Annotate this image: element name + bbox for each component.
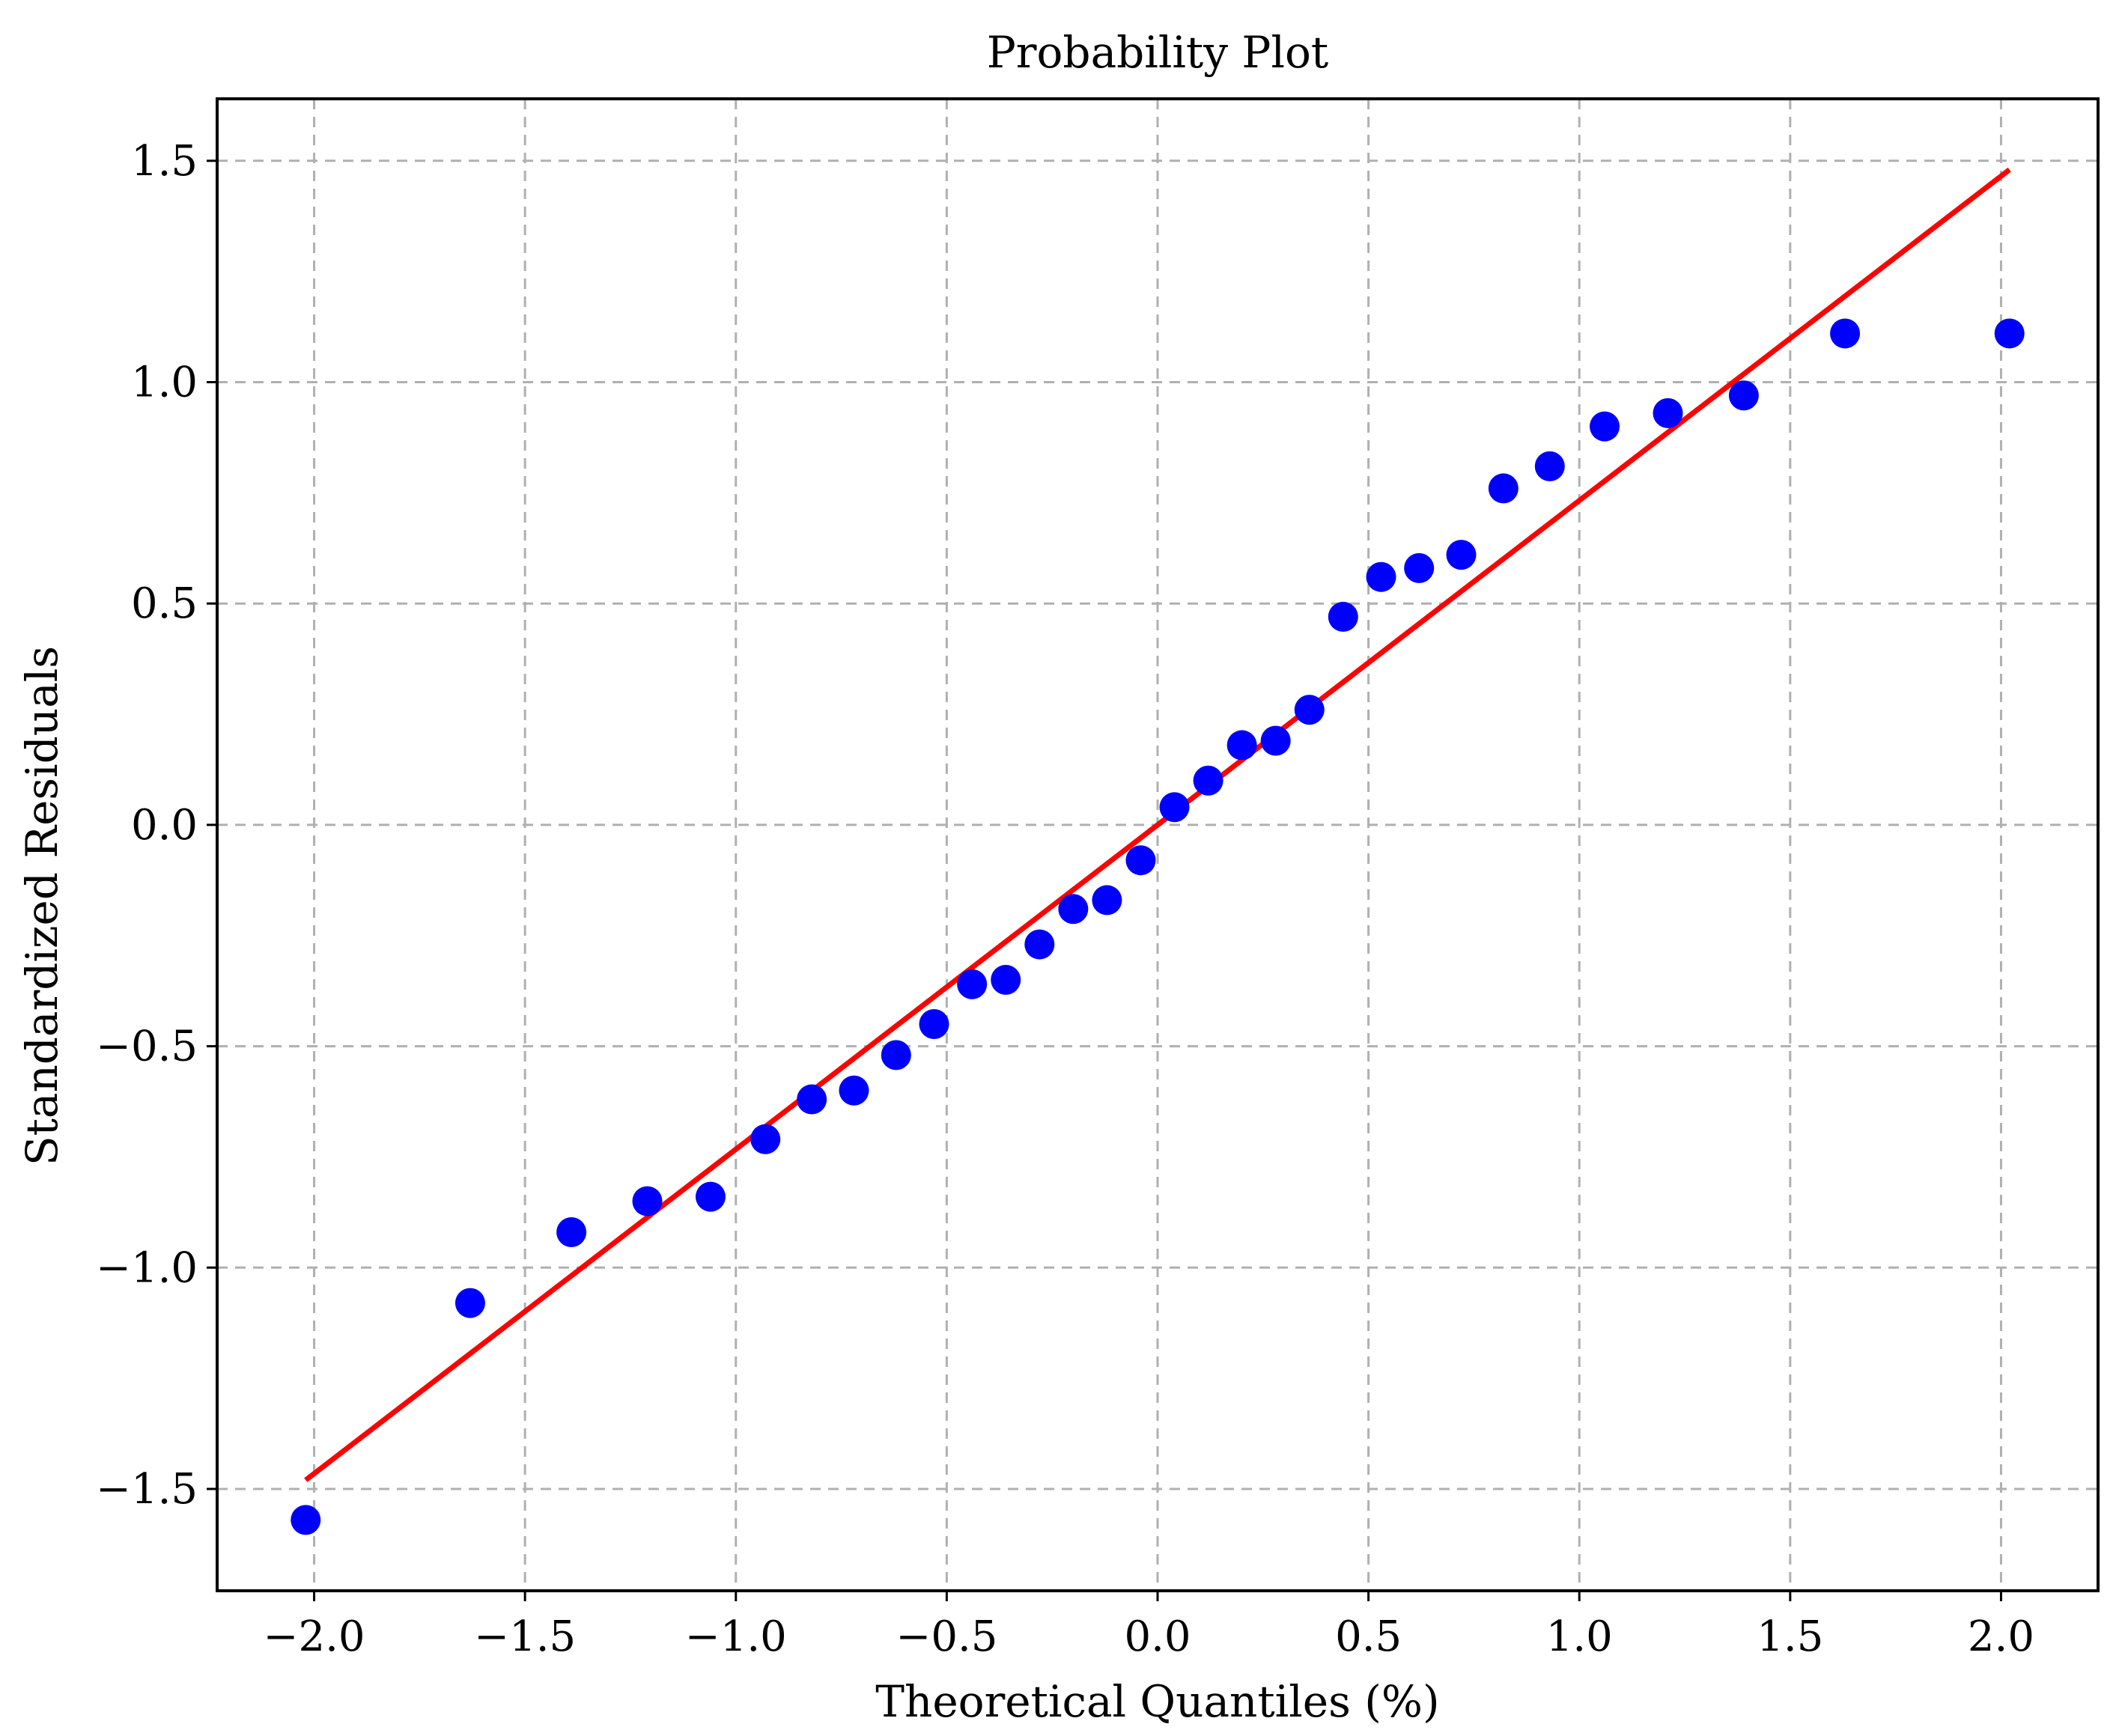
data-point xyxy=(1488,473,1518,504)
data-point xyxy=(632,1186,663,1216)
y-tick-label: 0.5 xyxy=(131,579,198,628)
data-point xyxy=(1058,894,1089,925)
y-tick-label: 0.0 xyxy=(131,801,198,850)
x-tick-label: −2.0 xyxy=(264,1612,365,1661)
y-axis-ticks: −1.5 −1.0 −0.5 0.0 0.5 1.0 1.5 xyxy=(96,137,217,1514)
data-point xyxy=(797,1084,827,1115)
data-point xyxy=(1994,318,2025,349)
reference-line xyxy=(304,167,2011,1482)
chart-title: Probability Plot xyxy=(987,27,1328,78)
reference-line-layer xyxy=(304,167,2011,1482)
x-tick-label: 1.5 xyxy=(1757,1612,1823,1661)
data-point xyxy=(957,969,988,999)
data-point xyxy=(991,964,1021,995)
data-point xyxy=(1260,725,1291,756)
x-tick-label: 0.5 xyxy=(1335,1612,1402,1661)
data-point xyxy=(1226,730,1257,761)
data-point xyxy=(919,1009,949,1040)
data-point xyxy=(1092,885,1122,916)
data-point xyxy=(1590,411,1620,442)
data-point xyxy=(1024,929,1055,960)
y-axis-label: Standardized Residuals xyxy=(16,646,67,1166)
data-point xyxy=(750,1124,781,1154)
x-tick-label: −1.0 xyxy=(685,1612,787,1661)
x-axis-label: Theoretical Quantiles (%) xyxy=(875,1676,1439,1727)
x-tick-label: −0.5 xyxy=(896,1612,997,1661)
data-point xyxy=(1728,380,1759,411)
x-tick-label: 1.0 xyxy=(1546,1612,1613,1661)
data-point xyxy=(455,1288,485,1318)
x-tick-label: 0.0 xyxy=(1124,1612,1191,1661)
y-tick-label: 1.0 xyxy=(131,358,198,406)
y-tick-label: −1.5 xyxy=(96,1465,198,1514)
data-point xyxy=(1125,845,1156,876)
x-axis-ticks: −2.0 −1.5 −1.0 −0.5 0.0 0.5 1.0 1.5 2.0 xyxy=(264,1591,2034,1661)
data-point xyxy=(839,1075,869,1106)
scatter-points xyxy=(291,318,2025,1535)
data-point xyxy=(1404,552,1435,583)
data-point xyxy=(1653,398,1683,428)
y-tick-label: 1.5 xyxy=(131,137,198,186)
data-point xyxy=(556,1216,587,1247)
x-tick-label: −1.5 xyxy=(474,1612,576,1661)
grid xyxy=(217,99,2098,1591)
x-tick-label: 2.0 xyxy=(1968,1612,2034,1661)
data-point xyxy=(1193,765,1223,796)
data-point xyxy=(1830,318,1861,349)
data-point xyxy=(1366,561,1396,592)
data-point xyxy=(291,1505,321,1535)
data-point xyxy=(1534,451,1565,481)
data-point xyxy=(1446,540,1477,570)
data-point xyxy=(1328,601,1358,632)
y-tick-label: −0.5 xyxy=(96,1023,198,1071)
y-tick-label: −1.0 xyxy=(96,1243,198,1292)
data-point xyxy=(1294,695,1325,725)
data-point xyxy=(695,1181,726,1212)
data-point xyxy=(881,1040,911,1070)
data-point xyxy=(1159,792,1190,823)
